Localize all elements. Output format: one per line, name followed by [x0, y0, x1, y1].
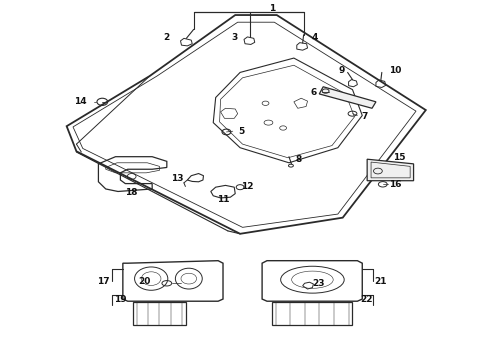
- Text: 15: 15: [392, 153, 405, 162]
- Text: 2: 2: [164, 33, 170, 42]
- Polygon shape: [319, 87, 376, 108]
- Text: 14: 14: [74, 97, 87, 106]
- Text: 23: 23: [312, 279, 324, 288]
- Text: 11: 11: [217, 195, 229, 204]
- Polygon shape: [367, 159, 414, 181]
- Text: 18: 18: [125, 188, 138, 197]
- Text: 21: 21: [374, 276, 387, 285]
- Text: 20: 20: [139, 276, 151, 285]
- Text: 1: 1: [269, 4, 275, 13]
- Text: 17: 17: [97, 276, 110, 285]
- Text: 16: 16: [389, 180, 402, 189]
- Text: 3: 3: [231, 33, 237, 42]
- Text: 12: 12: [241, 182, 254, 191]
- Text: 6: 6: [310, 87, 317, 96]
- Text: 19: 19: [114, 294, 127, 303]
- Text: 8: 8: [295, 155, 302, 164]
- Text: 22: 22: [360, 294, 372, 303]
- Text: 13: 13: [172, 175, 184, 184]
- Text: 9: 9: [338, 66, 344, 75]
- Text: 4: 4: [312, 33, 318, 42]
- Text: 10: 10: [389, 66, 402, 75]
- Text: 7: 7: [362, 112, 368, 121]
- Text: 5: 5: [238, 127, 244, 136]
